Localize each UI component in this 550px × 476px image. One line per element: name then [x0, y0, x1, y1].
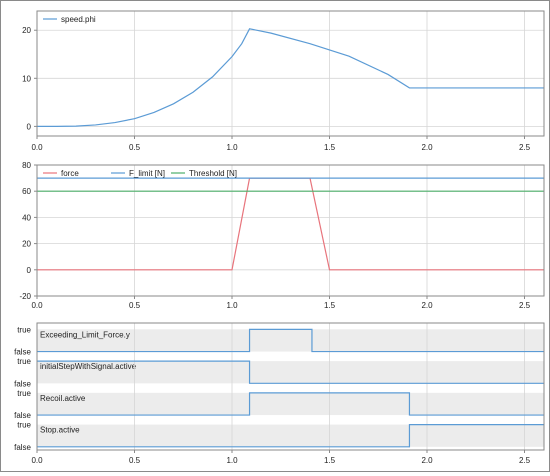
plot-area-border [36, 10, 545, 137]
x-tick-label: 1.0 [226, 301, 238, 310]
x-tick-label: 0.5 [129, 456, 141, 465]
signal-band [37, 329, 544, 352]
legend-label: speed.phi [61, 15, 96, 24]
false-label: false [14, 443, 31, 452]
series-line-force [37, 177, 544, 271]
true-label: true [17, 325, 31, 334]
false-label: false [14, 348, 31, 357]
y-tick-label: 10 [22, 74, 31, 83]
y-tick-label: 0 [27, 266, 32, 275]
x-tick-label: 1.5 [324, 301, 336, 310]
signal-band [37, 392, 544, 416]
y-tick-label: 20 [22, 240, 31, 249]
x-tick-label: 0.0 [31, 143, 43, 152]
x-tick-label: 2.5 [519, 143, 531, 152]
false-label: false [14, 379, 31, 388]
x-tick-label: 1.5 [324, 143, 336, 152]
signal-line-initialstepwithsignal-active [37, 360, 544, 384]
y-tick-label: -20 [19, 292, 31, 301]
x-tick-label: 2.5 [519, 456, 531, 465]
y-tick-label: 20 [22, 26, 31, 35]
plot-area-border [36, 322, 545, 451]
false-label: false [14, 411, 31, 420]
legend-label: force [61, 169, 79, 178]
y-tick-label: 80 [22, 161, 31, 170]
x-tick-label: 0.0 [31, 301, 43, 310]
x-tick-label: 2.5 [519, 301, 531, 310]
signal-name-label: initialStepWithSignal.active [40, 362, 137, 371]
legend-label: Threshold [N] [189, 169, 237, 178]
signal-name-label: Exceeding_Limit_Force.y [40, 330, 130, 339]
signal-line-recoil-active [37, 392, 544, 416]
series-line-speed-phi [36, 28, 544, 127]
x-tick-label: 2.0 [421, 301, 433, 310]
true-label: true [17, 357, 31, 366]
x-tick-label: 2.0 [421, 456, 433, 465]
signal-band [37, 424, 544, 447]
signal-band [37, 361, 544, 384]
y-tick-label: 60 [22, 187, 31, 196]
plot-area-border [36, 164, 545, 297]
signal-line-stop-active [37, 424, 544, 448]
y-tick-label: 0 [27, 122, 32, 131]
y-tick-label: 40 [22, 213, 31, 222]
signal-name-label: Recoil.active [40, 394, 86, 403]
x-tick-label: 2.0 [421, 143, 433, 152]
x-tick-label: 1.0 [226, 456, 238, 465]
legend-label: F_limit [N] [129, 169, 165, 178]
x-tick-label: 0.5 [129, 143, 141, 152]
x-tick-label: 1.5 [324, 456, 336, 465]
true-label: true [17, 421, 31, 430]
signal-line-exceeding-limit-force-y [37, 328, 544, 353]
x-tick-label: 0.5 [129, 301, 141, 310]
x-tick-label: 0.0 [31, 456, 43, 465]
signal-name-label: Stop.active [40, 426, 80, 435]
true-label: true [17, 389, 31, 398]
x-tick-label: 1.0 [226, 143, 238, 152]
